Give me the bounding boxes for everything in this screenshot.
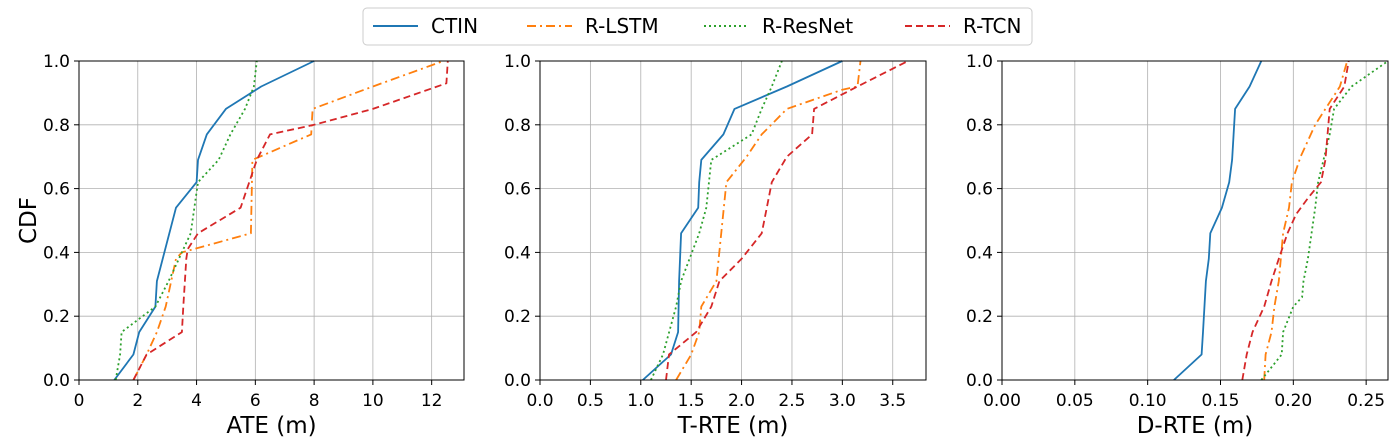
y-tick-label: 1.0 <box>504 52 531 72</box>
x-tick-label: 0.25 <box>1347 391 1385 411</box>
x-tick-label: 1.0 <box>627 391 654 411</box>
x-tick-label: 4 <box>191 391 202 411</box>
y-tick-label: 0.4 <box>504 243 531 263</box>
y-tick-label: 0.4 <box>966 243 993 263</box>
y-tick-label: 0.2 <box>504 307 531 327</box>
x-tick-label: 10 <box>362 391 384 411</box>
x-axis-label: ATE (m) <box>226 413 316 439</box>
series-line-ctin <box>1173 60 1263 381</box>
y-tick-label: 0.0 <box>504 371 531 391</box>
series-line-r-lstm <box>675 60 862 381</box>
chart-panel-3: 0.00 0.05 0.10 0.15 0.20 0.25 0.0 0.2 0.4 0.6 0.8 1… <box>966 52 1389 439</box>
y-tick-label: 0.2 <box>966 307 993 327</box>
series-line-r-tcn <box>132 60 449 381</box>
series-line-r-lstm <box>132 60 444 381</box>
legend: CTIN R-LSTM R-ResNet R-TCN <box>362 7 1033 46</box>
y-tick-label: 0.6 <box>43 180 70 200</box>
x-tick-label: 3.5 <box>879 391 906 411</box>
x-tick-label: 2 <box>132 391 143 411</box>
axes-frame <box>1001 60 1389 381</box>
legend-frame <box>362 7 1033 46</box>
y-tick-label: 0.0 <box>43 371 70 391</box>
chart-panel-2: 0.0 0.5 1.0 1.5 2.0 2.5 3.0 3.5 0.0 0.2 0.4 0.6 0.8 1… <box>504 52 927 439</box>
series-group <box>1173 60 1388 381</box>
plot-area <box>540 61 926 380</box>
y-axis-label: CDF <box>16 197 42 244</box>
y-tick-label: 0.8 <box>966 116 993 136</box>
y-tick-label: 1.0 <box>966 52 993 72</box>
series-line-r-resnet <box>650 60 783 381</box>
axes-frame <box>539 60 927 381</box>
legend-item-r-tcn: R-TCN <box>905 14 1021 38</box>
y-tick-label: 0.8 <box>504 116 531 136</box>
y-tick-label: 0.6 <box>966 180 993 200</box>
y-tick-label: 1.0 <box>43 52 70 72</box>
x-tick-label: 6 <box>250 391 261 411</box>
legend-label: R-ResNet <box>762 14 853 38</box>
series-line-r-resnet <box>114 60 258 381</box>
plot-area <box>1002 61 1388 380</box>
y-tick-label: 0.0 <box>966 371 993 391</box>
series-line-r-tcn <box>1241 60 1350 381</box>
legend-item-r-resnet: R-ResNet <box>704 14 853 38</box>
x-tick-label: 0.10 <box>1129 391 1167 411</box>
x-tick-label: 0.0 <box>526 391 553 411</box>
x-tick-label: 0.15 <box>1202 391 1240 411</box>
x-tick-label: 0.5 <box>577 391 604 411</box>
x-tick-label: 0.05 <box>1056 391 1094 411</box>
y-tick-label: 0.8 <box>43 116 70 136</box>
legend-item-r-lstm: R-LSTM <box>527 14 659 38</box>
x-tick-label: 3.0 <box>829 391 856 411</box>
series-line-ctin <box>642 60 843 381</box>
chart-panel-1: 0 2 4 6 8 10 12 0.0 0.2 0.4 0.6 0.8 1.0 ATE (m) CDF <box>16 52 465 439</box>
legend-label: CTIN <box>431 14 478 38</box>
x-tick-label: 12 <box>421 391 443 411</box>
x-axis-label: D-RTE (m) <box>1137 413 1254 439</box>
axes-frame <box>78 60 465 381</box>
series-group <box>113 60 449 381</box>
legend-label: R-TCN <box>963 14 1021 38</box>
x-tick-label: 1.5 <box>678 391 705 411</box>
y-tick-label: 0.2 <box>43 307 70 327</box>
x-tick-label: 8 <box>309 391 320 411</box>
plot-area <box>79 61 464 380</box>
x-axis-label: T-RTE (m) <box>677 413 789 439</box>
legend-item-ctin: CTIN <box>373 14 478 38</box>
y-tick-label: 0.6 <box>504 180 531 200</box>
series-group <box>642 60 909 381</box>
y-tick-label: 0.4 <box>43 243 70 263</box>
x-tick-label: 2.0 <box>728 391 755 411</box>
legend-label: R-LSTM <box>585 14 659 38</box>
series-line-r-lstm <box>1263 60 1349 381</box>
x-tick-label: 0.20 <box>1274 391 1312 411</box>
x-tick-label: 0 <box>74 391 85 411</box>
series-line-ctin <box>113 60 315 381</box>
series-line-r-resnet <box>1260 60 1388 381</box>
x-tick-label: 2.5 <box>778 391 805 411</box>
x-tick-label: 0.00 <box>983 391 1021 411</box>
